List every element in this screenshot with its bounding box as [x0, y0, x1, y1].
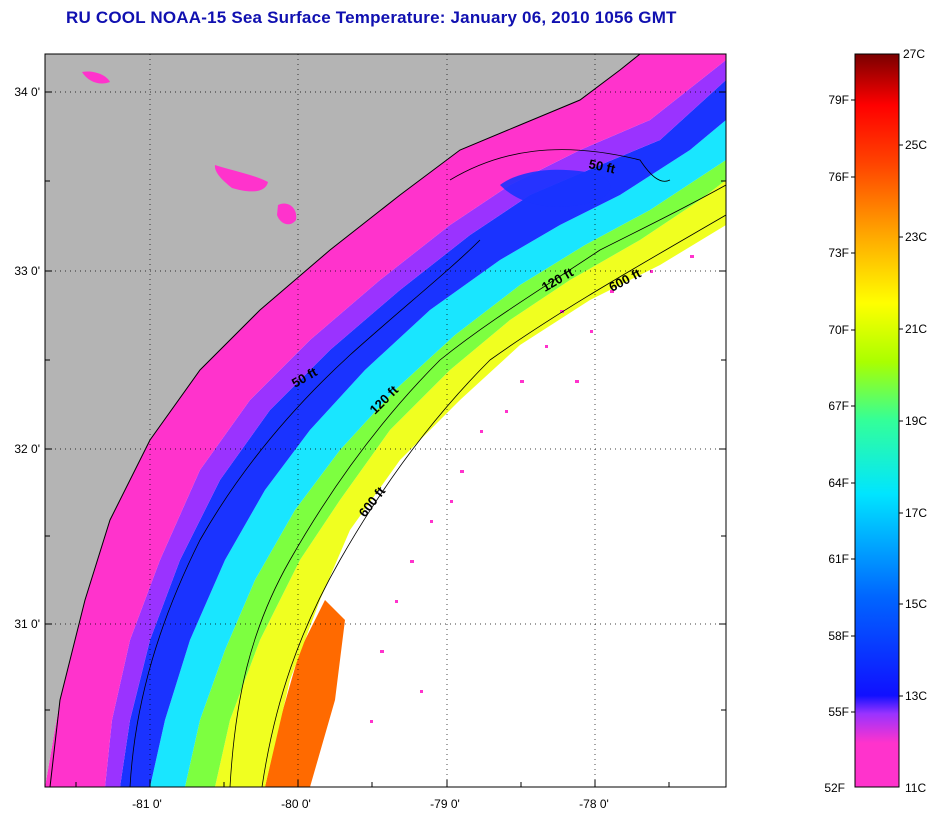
cb-f-64: 64F	[828, 476, 849, 490]
sst-band-yellow	[215, 180, 726, 787]
map-title: RU COOL NOAA-15 Sea Surface Temperature:…	[66, 8, 677, 27]
sst-cold-pocket	[500, 169, 611, 207]
lat-label-32: 32 0'	[14, 442, 40, 456]
cb-c-17: 17C	[905, 506, 927, 520]
contour-50ft	[129, 149, 671, 787]
cb-f-70: 70F	[828, 323, 849, 337]
cb-c-25: 25C	[905, 138, 927, 152]
colorbar	[854, 53, 900, 788]
cb-c-19: 19C	[905, 414, 927, 428]
lon-label-79: -79 0'	[430, 797, 460, 811]
lat-label-31: 31 0'	[14, 617, 40, 631]
cb-f-76: 76F	[828, 170, 849, 184]
cb-c-21: 21C	[905, 322, 927, 336]
sst-band-cyan	[150, 120, 726, 787]
map-ticks	[45, 91, 726, 787]
lon-label-78: -78 0'	[579, 797, 609, 811]
cb-f-52: 52F	[824, 781, 845, 795]
colorbar-ticks	[851, 99, 903, 713]
sst-band-magenta	[45, 54, 726, 787]
sst-field: 50 ft 50 ft 120 ft 120 ft 600 ft 600 ft	[45, 54, 726, 787]
cb-f-58: 58F	[828, 629, 849, 643]
cb-f-73: 73F	[828, 246, 849, 260]
cb-c-27: 27C	[903, 47, 925, 61]
contour-120ft	[229, 184, 726, 787]
cb-c-23: 23C	[905, 230, 927, 244]
contour-label-50ft-north: 50 ft	[587, 156, 617, 176]
contour-600ft	[261, 214, 726, 787]
cb-f-61: 61F	[828, 552, 849, 566]
land-mass	[45, 54, 640, 787]
coastline	[49, 54, 641, 787]
lon-label-80: -80 0'	[281, 797, 311, 811]
lat-label-33: 33 0'	[14, 264, 40, 278]
cb-c-13: 13C	[905, 689, 927, 703]
graticule	[45, 54, 726, 787]
lon-label-81: -81 0'	[132, 797, 162, 811]
cb-f-79: 79F	[828, 93, 849, 107]
sst-band-orange	[265, 600, 345, 787]
sst-band-purple	[105, 60, 726, 787]
cb-c-15: 15C	[905, 597, 927, 611]
cb-f-67: 67F	[828, 399, 849, 413]
cb-f-55: 55F	[828, 705, 849, 719]
inland-water	[82, 71, 297, 225]
cb-c-11: 11C	[905, 781, 926, 795]
sst-band-blue	[120, 80, 726, 787]
offshore-scatter	[370, 255, 694, 723]
map-border	[44, 53, 727, 788]
lat-label-34: 34 0'	[14, 85, 40, 99]
